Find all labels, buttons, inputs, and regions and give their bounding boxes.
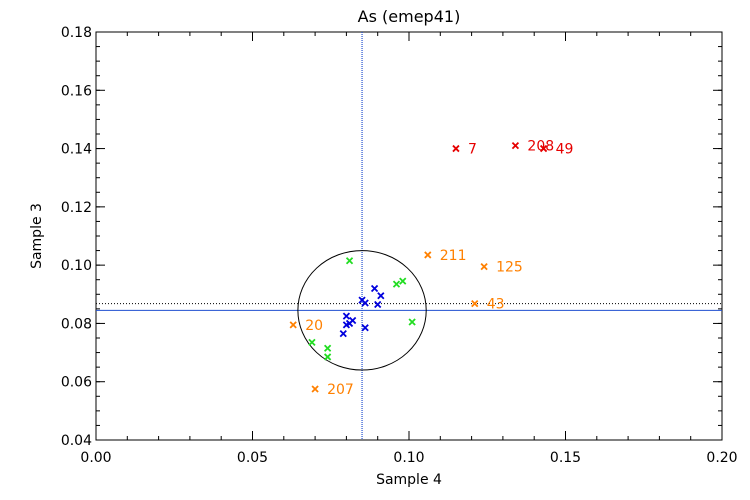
data-point-label: 207: [327, 382, 354, 398]
y-tick-label: 0.14: [61, 142, 92, 158]
data-point-marker: [399, 277, 407, 285]
x-tick-label: 0.05: [237, 450, 268, 466]
data-point-marker: [342, 321, 351, 329]
x-tick-label: 0.15: [550, 450, 581, 466]
data-point-marker: [308, 338, 316, 347]
y-axis-label: Sample 3: [29, 203, 45, 269]
data-point-marker: [480, 262, 488, 271]
data-point-marker: [311, 385, 319, 393]
data-point-marker: [511, 142, 520, 150]
data-point-marker: [452, 144, 460, 153]
x-tick-label: 0.10: [393, 450, 424, 466]
chart-title: As (emep41): [358, 7, 461, 26]
y-tick-label: 0.04: [61, 433, 92, 449]
y-tick-label: 0.10: [61, 258, 92, 274]
data-point-marker: [323, 353, 332, 361]
data-point-marker: [392, 280, 401, 288]
y-tick-label: 0.06: [61, 375, 92, 391]
data-point-marker: [424, 251, 432, 259]
data-point-label: 49: [556, 142, 574, 158]
data-point-label: 20: [305, 318, 323, 334]
data-point-marker: [370, 284, 379, 293]
data-point-marker: [377, 292, 385, 300]
data-point-marker: [374, 300, 382, 309]
data-point-marker: [342, 312, 351, 320]
data-point-label: 211: [440, 248, 467, 264]
y-tick-label: 0.18: [61, 25, 92, 41]
x-tick-label: 0.20: [706, 450, 737, 466]
data-point-marker: [361, 299, 369, 307]
data-point-marker: [361, 324, 369, 332]
data-point-marker: [539, 144, 548, 153]
data-point-marker: [471, 299, 479, 308]
data-point-label: 7: [468, 142, 477, 158]
y-tick-label: 0.08: [61, 316, 92, 332]
data-point-marker: [289, 321, 297, 329]
data-point-marker: [323, 344, 332, 352]
y-tick-label: 0.16: [61, 83, 92, 99]
plot-frame: [95, 31, 723, 441]
x-tick-label: 0.00: [80, 450, 111, 466]
y-tick-label: 0.12: [61, 200, 92, 216]
confidence-ellipse: [297, 250, 427, 371]
data-point-marker: [339, 329, 347, 338]
data-point-marker: [345, 257, 354, 265]
x-axis-label: Sample 4: [376, 472, 442, 488]
data-point-marker: [408, 318, 416, 326]
plot-area: 0.00 0.05 0.10 0.15 0.20 0.04 0.06 0.08 0.10 0.12…: [61, 25, 738, 466]
data-point-label: 125: [496, 260, 523, 276]
data-point-label: 43: [487, 297, 505, 313]
